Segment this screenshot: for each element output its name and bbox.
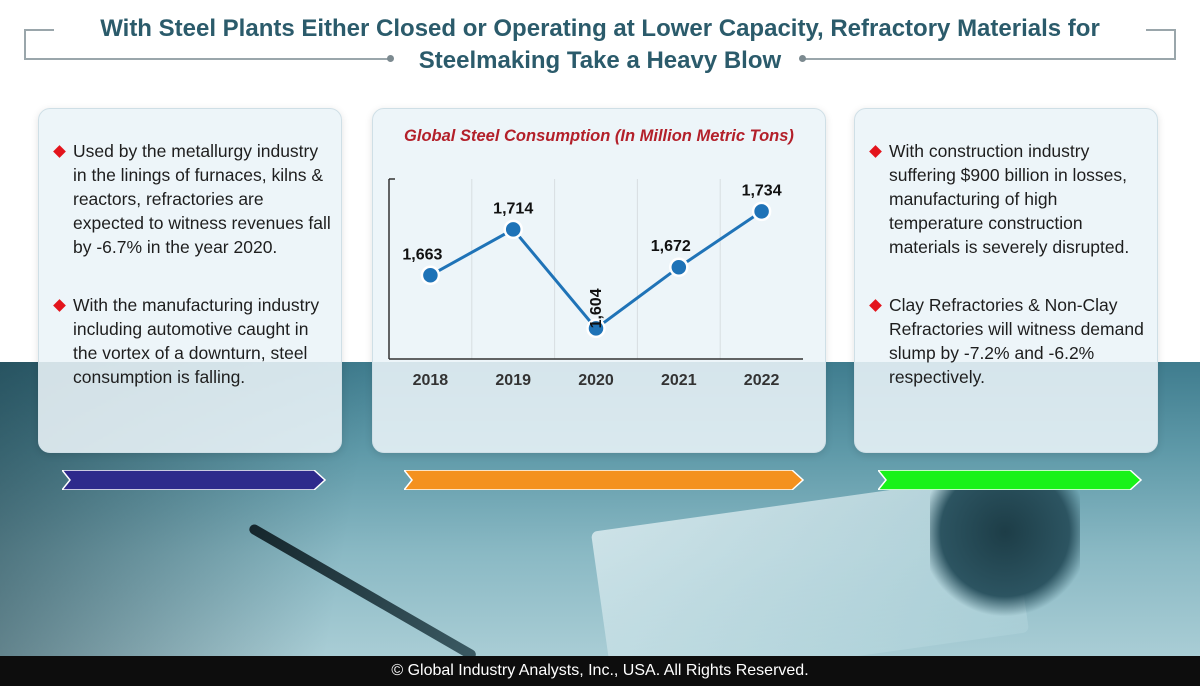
left-bullet-1-text: Used by the metallurgy industry in the l… [73, 141, 331, 257]
data-label-2019: 1,714 [493, 200, 533, 217]
chart-panel: Global Steel Consumption (In Million Met… [372, 108, 826, 453]
right-bullet-2: Clay Refractories & Non-Clay Refractorie… [863, 293, 1149, 389]
right-bullet-1-text: With construction industry suffering $90… [889, 141, 1130, 257]
x-tick-label-2018: 2018 [413, 372, 449, 389]
data-point-2018 [420, 265, 441, 286]
left-info-panel: Used by the metallurgy industry in the l… [38, 108, 342, 453]
page-title: With Steel Plants Either Closed or Opera… [24, 14, 1176, 78]
data-label-2021: 1,672 [651, 238, 691, 255]
x-tick-label-2019: 2019 [495, 372, 531, 389]
left-arrow-banner [62, 470, 326, 490]
x-tick-label-2020: 2020 [578, 372, 614, 389]
x-tick-label-2022: 2022 [744, 372, 780, 389]
left-bullet-2: With the manufacturing industry includin… [47, 293, 333, 389]
right-arrow-banner [878, 470, 1142, 490]
center-arrow-banner [404, 470, 804, 490]
right-bullet-1: With construction industry suffering $90… [863, 139, 1149, 259]
red-diamond-icon [869, 299, 882, 312]
right-info-panel: With construction industry suffering $90… [854, 108, 1158, 453]
left-bullet-2-text: With the manufacturing industry includin… [73, 295, 320, 387]
steel-consumption-line-chart: 1,663 1,714 1,604 1,672 1,734 2018 2019 2020 20… [388, 178, 803, 389]
data-point-2019 [503, 219, 523, 240]
title-line-1: With Steel Plants Either Closed or Opera… [100, 15, 1100, 42]
data-label-2022: 1,734 [742, 182, 782, 199]
x-tick-label-2021: 2021 [661, 372, 697, 389]
data-point-2022 [751, 201, 772, 222]
data-label-2020: 1,604 [588, 288, 605, 328]
red-diamond-icon [53, 299, 66, 312]
background-coffee-cup [930, 472, 1080, 622]
right-bullet-2-text: Clay Refractories & Non-Clay Refractorie… [889, 295, 1144, 387]
chart-title: Global Steel Consumption (In Million Met… [404, 127, 794, 145]
data-label-2018: 1,663 [402, 246, 442, 263]
title-line-2: Steelmaking Take a Heavy Blow [418, 47, 782, 74]
red-diamond-icon [869, 145, 882, 158]
red-diamond-icon [53, 145, 66, 158]
left-bullet-1: Used by the metallurgy industry in the l… [47, 139, 333, 259]
copyright-footer: © Global Industry Analysts, Inc., USA. A… [0, 656, 1200, 686]
data-point-2021 [669, 257, 689, 277]
data-point-2020 [586, 318, 606, 339]
